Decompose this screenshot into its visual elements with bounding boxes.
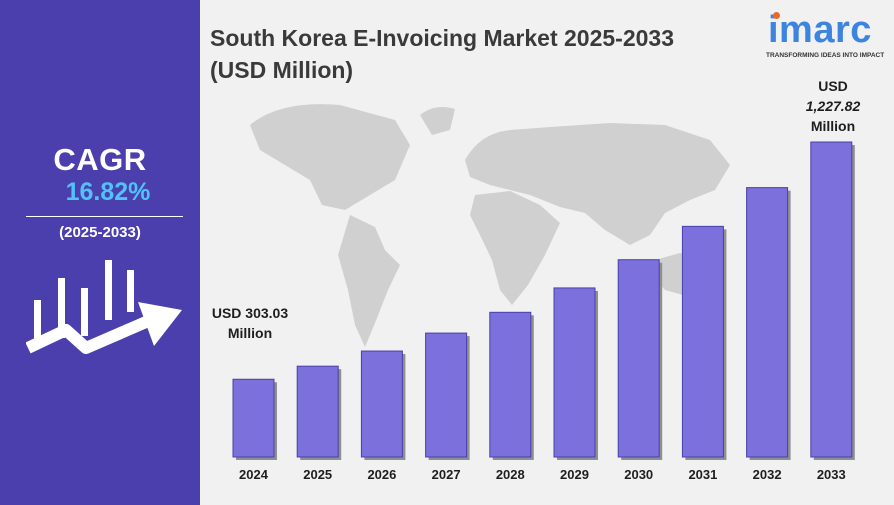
cagr-period: (2025-2033) — [59, 224, 141, 241]
bar-2027 — [425, 332, 468, 458]
bar-2026 — [360, 350, 403, 458]
x-tick-label-2029: 2029 — [560, 467, 589, 482]
bar-2029 — [553, 287, 596, 458]
logo-dot-icon — [773, 12, 780, 19]
cagr-panel: CAGR 16.82% (2025-2033) — [0, 0, 200, 505]
x-tick-label-2028: 2028 — [496, 467, 525, 482]
last-annotation-line3: Million — [810, 118, 856, 134]
cagr-value: 16.82% — [65, 178, 151, 206]
bar-2024 — [232, 378, 275, 458]
logo-wordmark: imarc — [768, 9, 872, 51]
last-bar-annotation: USD 1,227.82 Million — [788, 76, 878, 136]
logo-tagline: TRANSFORMING IDEAS INTO IMPACT — [766, 52, 885, 59]
cagr-label: CAGR — [53, 142, 147, 177]
first-annotation-line2: Million — [227, 325, 273, 341]
bar-2033 — [810, 141, 853, 458]
bar-2025 — [296, 365, 339, 458]
first-bar-annotation: USD 303.03 Million — [205, 303, 295, 343]
growth-chart-icon — [26, 260, 182, 354]
bar-2030 — [617, 259, 660, 458]
x-tick-label-2032: 2032 — [753, 467, 782, 482]
x-tick-label-2030: 2030 — [624, 467, 653, 482]
x-tick-label-2031: 2031 — [688, 467, 717, 482]
bar-2028 — [489, 311, 532, 458]
bar-2031 — [681, 225, 724, 458]
imarc-logo: imarc TRANSFORMING IDEAS INTO IMPACT — [764, 6, 886, 64]
first-annotation-line1: USD 303.03 — [211, 305, 289, 321]
x-tick-label-2033: 2033 — [817, 467, 846, 482]
last-annotation-line1: USD — [818, 78, 848, 94]
x-tick-label-2026: 2026 — [367, 467, 396, 482]
x-tick-label-2025: 2025 — [303, 467, 332, 482]
x-tick-label-2024: 2024 — [239, 467, 269, 482]
last-annotation-line2: 1,227.82 — [805, 98, 861, 114]
cagr-divider — [26, 216, 183, 217]
bar-2032 — [746, 187, 789, 458]
chart-title: South Korea E-Invoicing Market 2025-2033… — [210, 25, 674, 83]
x-tick-label-2027: 2027 — [432, 467, 461, 482]
